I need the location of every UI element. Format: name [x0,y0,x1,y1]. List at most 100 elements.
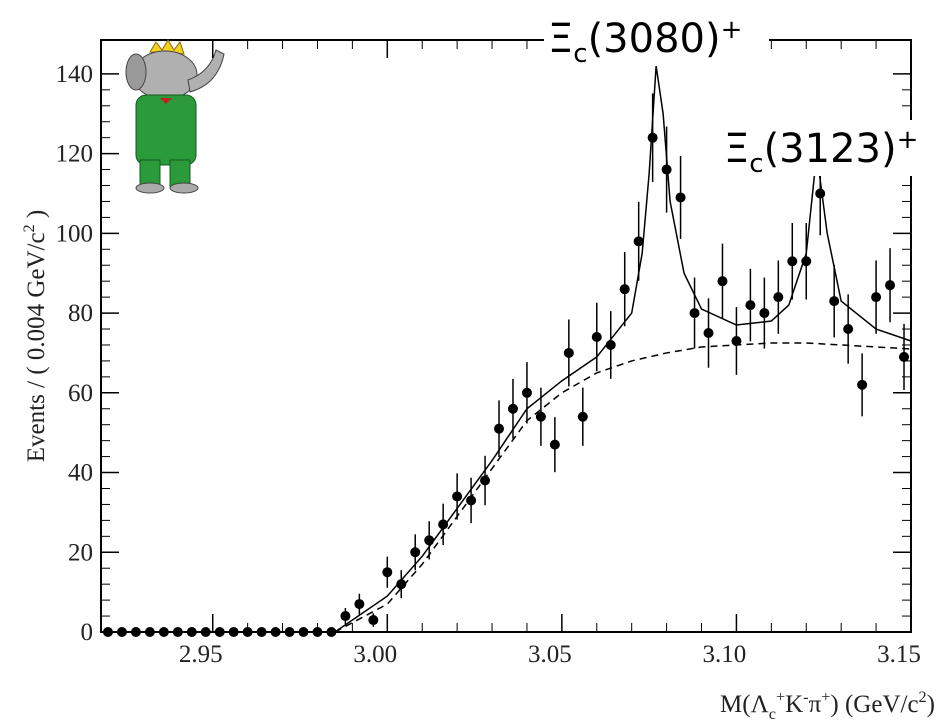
data-point [591,331,602,342]
data-point [647,132,658,143]
x-axis-label: M(Λc+K-π+) (GeV/c2) [720,688,935,721]
y-axis-label-part: ) [23,210,50,225]
data-point [871,292,882,303]
annotation-bg [720,120,939,176]
data-point [563,347,574,358]
x-axis-label-part: + [776,688,785,706]
data-point [703,328,714,339]
data-point [396,579,407,590]
peak-annotation-part: c [573,39,587,69]
data-point [717,276,728,287]
data-point [312,627,323,637]
data-point [787,256,798,267]
data-point [689,308,700,319]
data-point [200,627,211,637]
x-tick-label: 3.00 [353,641,397,668]
data-point [284,627,295,637]
data-point [438,519,449,530]
data-point [885,280,896,291]
data-point [480,475,491,486]
data-point [815,188,826,199]
data-point [144,627,155,637]
data-point [731,335,742,346]
y-tick-label: 80 [68,300,93,327]
data-point [521,387,532,398]
background-fit [334,342,912,633]
x-tick-label: 2.95 [179,641,223,668]
y-tick-label: 0 [81,619,94,646]
data-point [228,627,239,637]
annotation-bg [544,10,769,66]
x-axis-label-part: ) (GeV/c [830,691,918,718]
x-axis-label-part: - [803,688,808,706]
y-tick-label: 100 [56,220,94,247]
data-point [843,324,854,335]
data-point [158,627,169,637]
data-point [899,351,910,362]
data-point [619,284,630,295]
peak-annotation-part: Ξ [724,126,749,172]
data-point [326,627,337,637]
data-point [424,535,435,546]
y-axis-label: Events / ( 0.004 GeV/c2 ) [20,210,50,463]
data-point [298,627,309,637]
data-point [242,627,253,637]
data-point [270,627,281,637]
y-tick-label: 140 [56,61,94,88]
peak-annotation: Ξc(3123)+ [724,125,918,179]
x-axis-label-part: + [821,688,830,706]
data-point [410,547,421,558]
x-tick-label: 3.05 [528,641,572,668]
x-axis-label-part: ) [927,691,935,718]
y-tick-label: 120 [56,141,94,168]
y-axis-label-part: Events / ( 0.004 GeV/c [23,232,50,462]
data-point [507,403,518,414]
peak-annotation-part: Ξ [548,16,573,62]
data-point [102,627,113,637]
x-axis-label-part: K [785,691,803,718]
x-axis-label-part: π [809,691,822,718]
data-point [186,627,197,637]
data-point [116,627,127,637]
peak-annotation-part: (3080) [588,16,721,62]
babar-logo [125,39,225,194]
plot-frame [100,39,912,633]
data-point [633,236,644,247]
peak-annotation-part: + [897,125,919,155]
peak-annotation-part: (3123) [764,126,897,172]
data-point [745,300,756,311]
data-point [368,615,379,626]
data-point [535,411,546,422]
data-point [661,164,672,175]
data-point [773,292,784,303]
peak-annotation-part: c [749,149,763,179]
data-point [857,379,868,390]
peak-annotation-part: + [721,15,743,45]
y-tick-label: 60 [68,380,93,407]
data-point [759,308,770,319]
x-axis-label-part: 2 [919,688,927,706]
data-point [494,423,505,434]
data-point [382,567,393,578]
peak-annotation: Ξc(3080)+ [548,15,742,69]
data-point [130,627,141,637]
data-point [452,491,463,502]
data-point [354,599,365,610]
y-tick-label: 20 [68,539,93,566]
data-point [214,627,225,637]
y-tick-label: 40 [68,460,93,487]
data-point [340,611,351,622]
x-axis-label-part: c [769,705,776,721]
y-axis-label-part: 2 [20,224,38,232]
x-tick-label: 3.10 [703,641,747,668]
data-point [549,439,560,450]
x-tick-label: 3.15 [877,641,921,668]
data-point [172,627,183,637]
data-point [256,627,267,637]
x-axis-label-part: M(Λ [720,691,769,718]
data-point [577,411,588,422]
data-point [466,495,477,506]
data-point [829,296,840,307]
